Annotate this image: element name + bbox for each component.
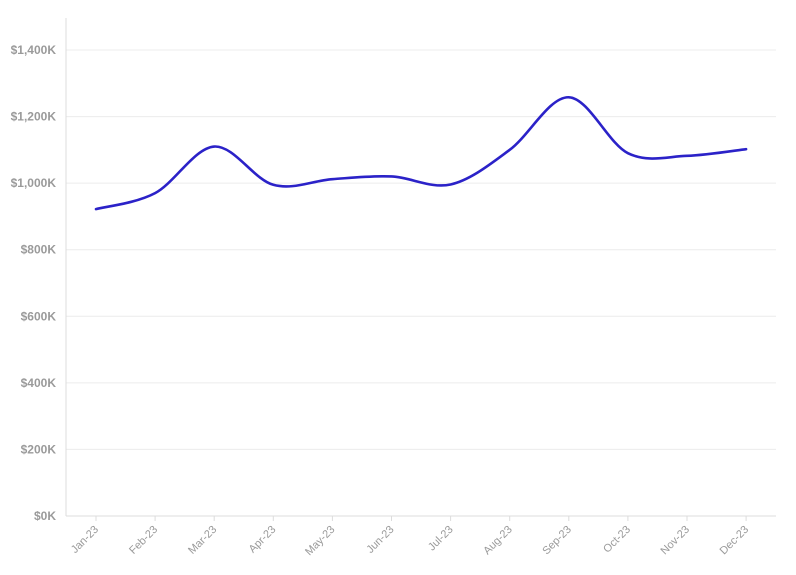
x-tick-label: Mar-23 (186, 524, 219, 557)
data-point (331, 178, 333, 180)
x-tick-label: Sep-23 (540, 524, 574, 558)
x-tick-label: Feb-23 (127, 524, 160, 557)
y-tick-label: $400K (21, 376, 57, 390)
series-layer (94, 95, 748, 211)
data-point (95, 208, 97, 210)
data-point (390, 175, 392, 177)
data-point (745, 148, 747, 150)
series-line (94, 95, 748, 211)
data-point (686, 155, 688, 157)
y-tick-label: $800K (21, 243, 57, 257)
x-tick-label: Apr-23 (247, 524, 279, 556)
gridlines (66, 49, 776, 450)
data-point (272, 184, 274, 186)
x-axis-ticks: Jan-23 Feb-23 Mar-23 Apr-23 May-23 Jun-23 Jul-… (69, 516, 751, 558)
x-tick-label: Oct-23 (601, 524, 633, 556)
y-tick-label: $600K (21, 309, 57, 323)
y-tick-label: $200K (21, 442, 57, 456)
data-point (568, 96, 570, 98)
axes (65, 18, 776, 517)
y-tick-label: $1,000K (11, 176, 57, 190)
x-tick-label: Dec-23 (718, 524, 752, 558)
y-axis-ticks: $0K $200K $400K $600K $800K $1,000K $1,200K $1,… (11, 43, 57, 523)
data-point (509, 149, 511, 151)
data-point (627, 152, 629, 154)
data-point (449, 183, 451, 185)
y-tick-label: $1,400K (11, 43, 57, 57)
x-tick-label: Aug-23 (481, 524, 515, 558)
x-tick-label: Nov-23 (659, 524, 693, 558)
x-tick-label: May-23 (303, 524, 337, 558)
x-tick-label: Jan-23 (69, 524, 101, 556)
data-point (154, 192, 156, 194)
x-tick-label: Jun-23 (364, 524, 396, 556)
x-tick-label: Jul-23 (426, 524, 456, 554)
y-tick-label: $0K (34, 509, 56, 523)
data-point (213, 145, 215, 147)
y-tick-label: $1,200K (11, 110, 57, 124)
